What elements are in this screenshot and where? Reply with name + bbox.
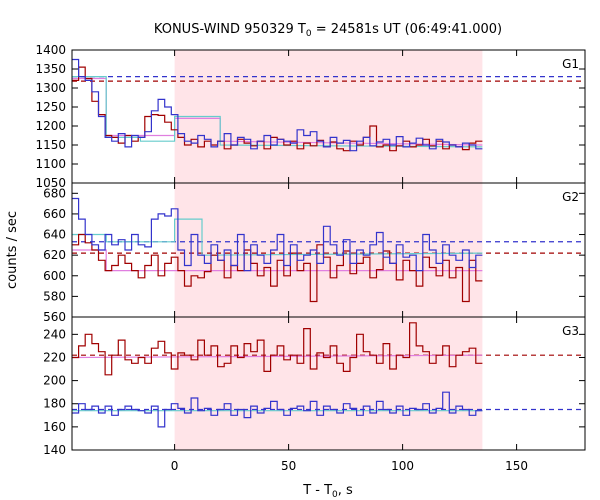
y-tick-label: 1100 [35,157,66,171]
fit-curve-cyan [72,218,483,256]
series-blue [72,197,483,272]
panel-label: G3 [562,324,579,338]
x-axis-label: T - T0, s [302,483,353,500]
series-red [72,233,483,303]
y-tick-label: 160 [43,420,66,434]
x-tick-label: 0 [171,459,179,473]
y-tick-label: 140 [43,443,66,457]
y-tick-label: 620 [43,248,66,262]
y-tick-label: 220 [43,350,66,364]
panel-g1: 1050 1100 1150 1200 1250 1300 1350 1400 G1 [35,43,586,190]
y-tick-label: 240 [43,327,66,341]
panel-frame [71,316,586,451]
y-tick-label: 1350 [35,62,66,76]
chart-title: KONUS-WIND 950329 T0 = 24581s UT (06:49:… [154,22,502,39]
y-tick-label: 180 [43,397,66,411]
panel-g3: 140 160 180 200 220 240 G3 [43,316,586,457]
y-tick-label: 200 [43,374,66,388]
y-tick-label: 1200 [35,119,66,133]
y-tick-label: 580 [43,289,66,303]
y-tick-label: 660 [43,207,66,221]
y-tick-label: 640 [43,228,66,242]
y-tick-label: 1250 [35,100,66,114]
x-tick-label: 50 [281,459,296,473]
y-tick-label: 1150 [35,138,66,152]
series-red [72,322,483,376]
y-tick-label: 680 [43,186,66,200]
x-tick-label: 100 [391,459,414,473]
panel-label: G2 [562,190,579,204]
panel-label: G1 [562,57,579,71]
y-tick-label: 1050 [35,176,66,190]
series-blue [72,58,483,152]
y-tick-label: 560 [43,310,66,324]
x-tick-label: 150 [505,459,528,473]
y-tick-label: 600 [43,269,66,283]
fit-curve-cyan [72,76,483,148]
y-tick-label: 1300 [35,81,66,95]
series-blue [72,391,483,428]
y-axis-label: counts / sec [5,211,20,289]
y-tick-label: 1400 [35,43,66,57]
